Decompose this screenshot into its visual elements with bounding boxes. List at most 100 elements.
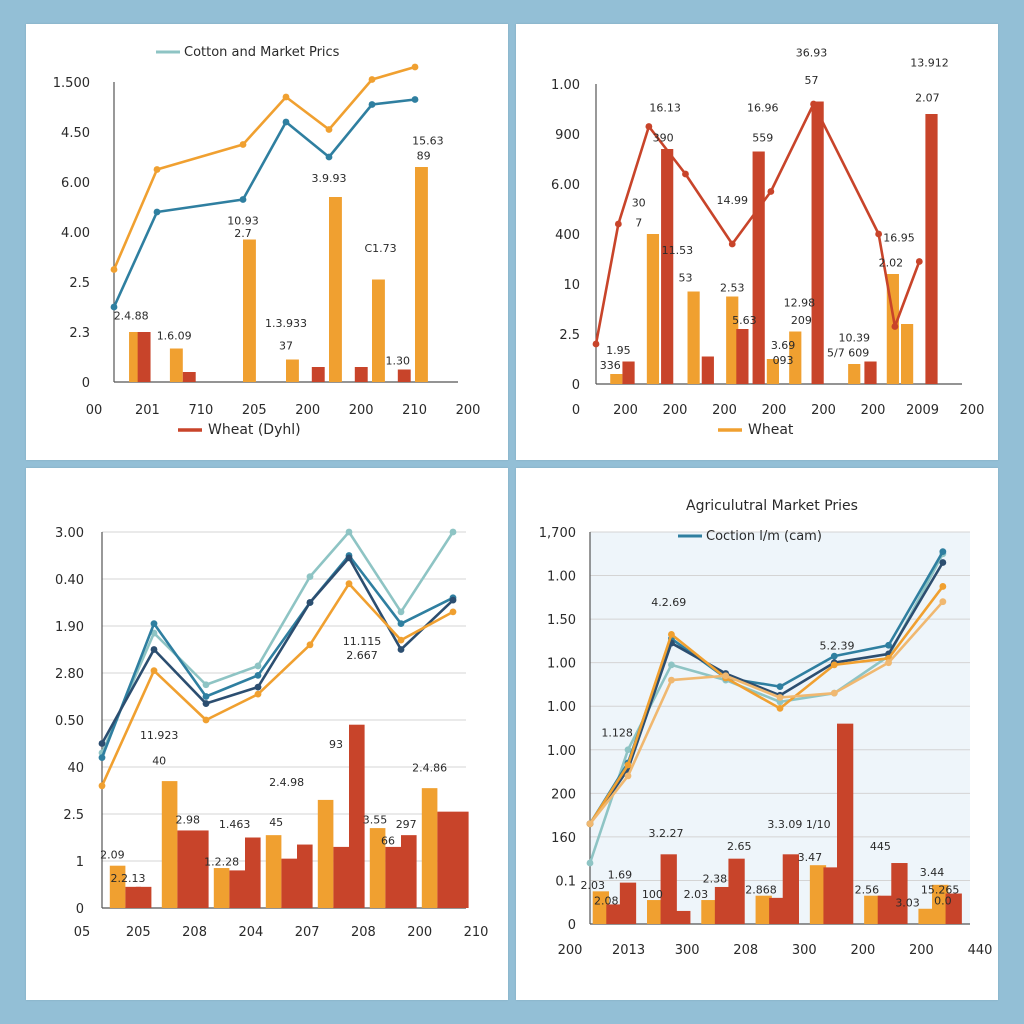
series-point: [939, 559, 947, 566]
series-line: [588, 600, 944, 825]
data-label: 13.912: [910, 57, 949, 70]
plot-background: [590, 532, 970, 924]
data-label: 40: [152, 755, 166, 768]
data-label: 3.9.93: [312, 172, 347, 185]
bar: [369, 828, 386, 908]
data-label: 2.868: [745, 884, 777, 897]
series-point: [624, 761, 632, 769]
data-label: 209: [791, 314, 812, 327]
x-tick-label: 208: [182, 925, 207, 940]
x-tick-label: 200: [407, 925, 432, 940]
y-tick-label: 1.00: [551, 78, 580, 93]
data-label: 57: [805, 74, 819, 87]
y-tick-label: 2.5: [69, 276, 90, 291]
bar: [182, 372, 196, 382]
data-label: 15.265: [921, 884, 960, 897]
bar: [619, 882, 637, 924]
x-tick-label: 205: [126, 925, 151, 940]
bar: [809, 865, 827, 924]
bar: [161, 781, 178, 908]
legend-label: Coction l/m (cam): [706, 529, 822, 544]
data-label: 1.95: [606, 344, 631, 357]
series-point: [776, 705, 784, 712]
series-point: [368, 101, 376, 108]
data-label: 2.38: [703, 873, 728, 886]
data-label: 1.69: [608, 868, 633, 881]
x-tick-label: 200: [909, 943, 934, 958]
y-tick-label: 6.00: [61, 176, 90, 191]
data-label: 3.2.27: [649, 827, 684, 840]
series-point: [397, 620, 405, 628]
data-label: 11.923: [140, 729, 179, 742]
bar: [736, 329, 749, 384]
x-tick-label: 200: [558, 943, 583, 958]
y-tick-label: 1.00: [547, 744, 576, 759]
bar: [660, 854, 677, 924]
series-point: [325, 126, 333, 133]
series-point: [885, 641, 892, 649]
x-tick-label: 207: [295, 925, 320, 940]
y-tick-label: 400: [555, 228, 580, 243]
x-tick-label: 200: [960, 403, 985, 418]
bar: [932, 884, 949, 924]
data-label: 2.4.98: [269, 776, 304, 789]
series-line: [588, 585, 944, 825]
chart-canvas: 0 1 2.5 40 0.50 2.80 1.90 0.40 3.00 05 205 208 204 20…: [55, 526, 488, 940]
series-point: [397, 636, 405, 644]
data-label: 4.2.69: [651, 596, 686, 609]
bar: [701, 356, 714, 384]
series-point: [150, 667, 158, 675]
bar: [918, 908, 935, 924]
series-point: [722, 672, 730, 680]
x-tick-label: 440: [968, 943, 993, 958]
series-point: [153, 208, 161, 216]
bar: [766, 359, 779, 384]
data-label: 3.44: [920, 866, 945, 879]
data-label: 1.128: [601, 727, 633, 740]
bar: [864, 361, 877, 384]
bar: [647, 900, 664, 924]
series-point: [254, 683, 262, 691]
bar: [229, 870, 245, 908]
bar: [610, 374, 623, 384]
bar: [945, 893, 962, 924]
x-tick-label: 201: [135, 403, 160, 418]
data-label: 15.63: [412, 135, 444, 148]
data-label: 1.30: [386, 355, 411, 368]
series-point: [254, 690, 262, 698]
series-point: [810, 100, 817, 108]
series-line: [594, 102, 921, 345]
y-tick-label: 160: [551, 831, 576, 846]
data-label: 3.55: [363, 813, 388, 826]
data-label: 16.96: [747, 102, 779, 115]
data-label: 10.39: [838, 332, 870, 345]
chart-panel-bottom-left: 0 1 2.5 40 0.50 2.80 1.90 0.40 3.00 05 205 208 204 20…: [26, 468, 508, 1000]
series-point: [98, 782, 106, 790]
bar: [333, 846, 349, 908]
bar: [311, 367, 325, 382]
data-label: 66: [381, 835, 395, 848]
series-point: [110, 266, 118, 273]
y-tick-label: 0: [82, 376, 90, 391]
series-point: [767, 188, 775, 195]
data-label: 336: [600, 359, 621, 372]
chart-panel-top-right: 0 2.5 10 400 6.00 900 1.00 0 200 200 200 200 200 200 2…: [516, 24, 998, 460]
series-point: [830, 689, 838, 697]
chart-canvas: 0 2.5 10 400 6.00 900 1.00 0 200 200 200 200 200 200 2…: [551, 47, 985, 439]
bar: [385, 846, 401, 908]
y-tick-label: 3.00: [55, 526, 84, 541]
series-point: [306, 599, 314, 606]
data-label: 093: [773, 354, 794, 367]
series-point: [150, 620, 158, 628]
data-label: 1.6.09: [157, 330, 192, 343]
y-tick-label: 0: [572, 378, 580, 393]
series-point: [202, 700, 210, 707]
series-point: [586, 859, 594, 867]
series-line: [112, 98, 416, 308]
bar: [281, 858, 297, 908]
bar: [891, 863, 908, 924]
bar: [789, 331, 802, 384]
y-tick-label: 2.80: [55, 667, 84, 682]
x-tick-label: 208: [733, 943, 758, 958]
bar: [687, 291, 700, 384]
